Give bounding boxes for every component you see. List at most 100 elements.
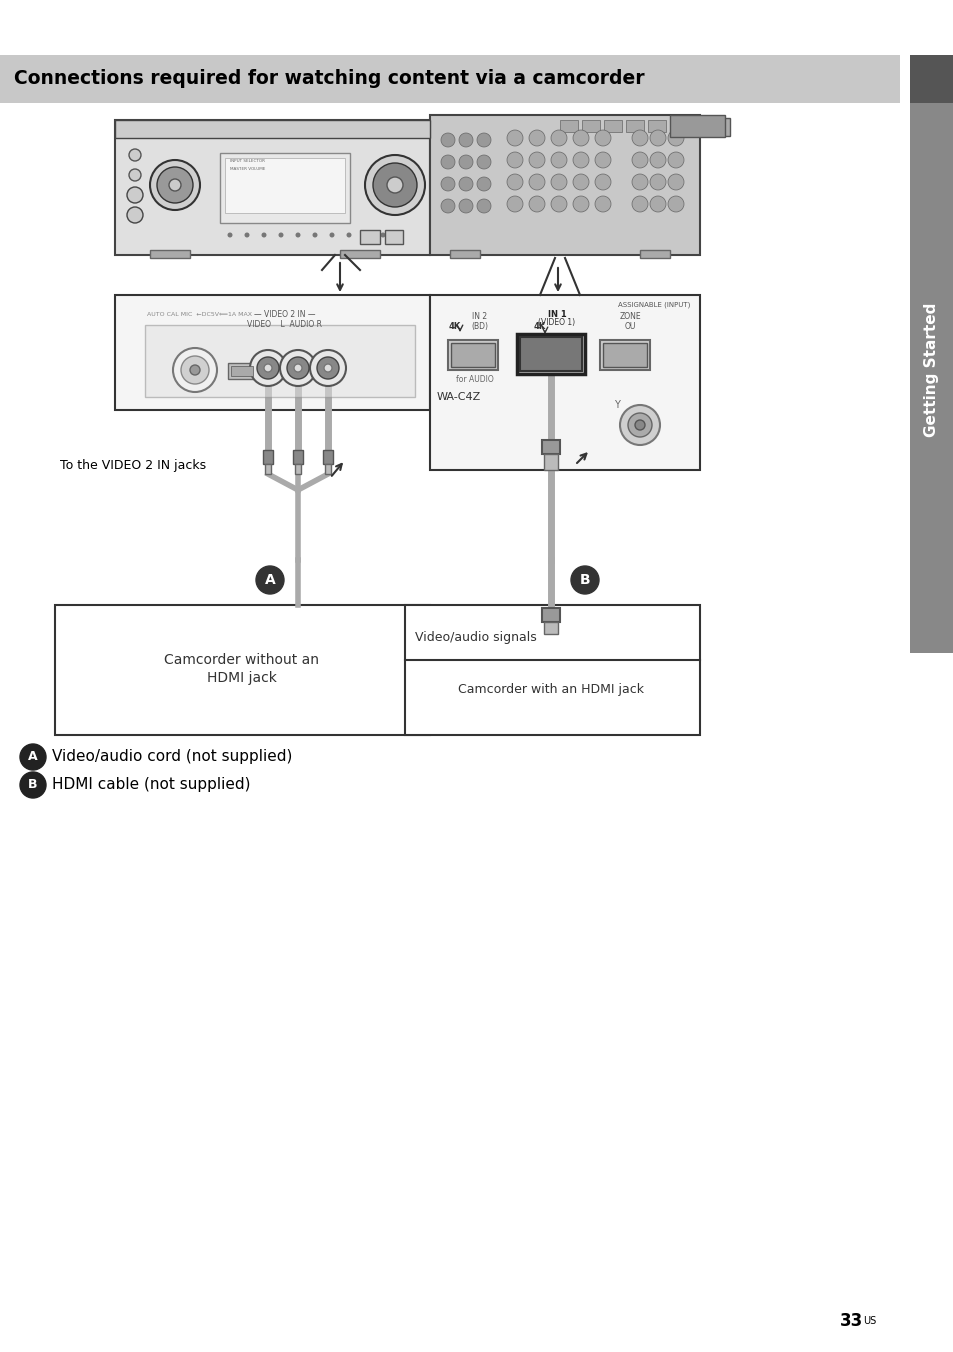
Bar: [559, 120, 578, 132]
Bar: [543, 622, 558, 634]
Bar: [115, 295, 430, 410]
Text: Camcorder without an: Camcorder without an: [164, 653, 319, 667]
Text: MASTER VOLUME: MASTER VOLUME: [230, 168, 265, 170]
Circle shape: [365, 155, 424, 215]
Bar: [385, 230, 402, 243]
Circle shape: [551, 130, 566, 146]
Circle shape: [529, 151, 544, 168]
Bar: [220, 153, 350, 223]
Circle shape: [373, 164, 416, 207]
Circle shape: [20, 744, 46, 771]
Bar: [541, 608, 559, 622]
Circle shape: [458, 177, 473, 191]
Bar: [293, 450, 303, 464]
Bar: [451, 343, 495, 366]
Circle shape: [440, 177, 455, 191]
Circle shape: [255, 566, 284, 594]
Bar: [669, 115, 724, 137]
Circle shape: [181, 356, 209, 384]
Text: 4K: 4K: [534, 322, 545, 331]
Circle shape: [635, 420, 644, 430]
Circle shape: [619, 406, 659, 445]
Circle shape: [551, 174, 566, 191]
Bar: [0, 55, 899, 103]
Text: 4K: 4K: [449, 322, 460, 331]
Text: WA-C4Z: WA-C4Z: [436, 392, 480, 402]
Circle shape: [294, 364, 302, 372]
Circle shape: [387, 177, 402, 193]
Bar: [115, 120, 430, 138]
Text: INPUT SELECTOR: INPUT SELECTOR: [230, 160, 265, 164]
Circle shape: [440, 199, 455, 214]
Bar: [543, 454, 558, 470]
Circle shape: [278, 233, 283, 238]
Circle shape: [227, 233, 233, 238]
Circle shape: [172, 347, 216, 392]
Circle shape: [595, 196, 610, 212]
Bar: [115, 120, 430, 256]
Bar: [517, 334, 584, 375]
Circle shape: [551, 151, 566, 168]
Text: Y: Y: [614, 400, 619, 410]
Text: To the VIDEO 2 IN jacks: To the VIDEO 2 IN jacks: [60, 458, 206, 472]
Text: — VIDEO 2 IN —: — VIDEO 2 IN —: [254, 310, 315, 319]
Circle shape: [316, 357, 338, 379]
Circle shape: [287, 357, 309, 379]
Circle shape: [476, 155, 491, 169]
Text: ASSIGNABLE (INPUT): ASSIGNABLE (INPUT): [617, 301, 689, 308]
Text: VIDEO    L  AUDIO R: VIDEO L AUDIO R: [247, 320, 322, 329]
Text: HDMI jack: HDMI jack: [207, 671, 276, 685]
Bar: [581, 120, 599, 132]
Bar: [669, 120, 687, 132]
Circle shape: [649, 130, 665, 146]
Bar: [430, 295, 700, 470]
Circle shape: [363, 233, 368, 238]
Text: B: B: [29, 779, 38, 791]
Bar: [625, 120, 643, 132]
Circle shape: [190, 365, 200, 375]
Bar: [145, 324, 415, 397]
Text: A: A: [264, 573, 275, 587]
Circle shape: [476, 177, 491, 191]
Circle shape: [380, 233, 385, 238]
Bar: [323, 450, 333, 464]
Circle shape: [573, 130, 588, 146]
Circle shape: [506, 174, 522, 191]
Circle shape: [631, 151, 647, 168]
Circle shape: [295, 233, 300, 238]
Text: US: US: [862, 1315, 876, 1326]
Circle shape: [667, 151, 683, 168]
Circle shape: [571, 566, 598, 594]
Bar: [263, 450, 273, 464]
Circle shape: [649, 174, 665, 191]
Bar: [359, 230, 379, 243]
Circle shape: [150, 160, 200, 210]
Circle shape: [346, 233, 351, 238]
Bar: [519, 337, 581, 370]
Circle shape: [264, 364, 272, 372]
Circle shape: [129, 169, 141, 181]
Text: 33: 33: [839, 1311, 862, 1330]
Circle shape: [506, 130, 522, 146]
Circle shape: [458, 199, 473, 214]
Circle shape: [529, 174, 544, 191]
Circle shape: [157, 168, 193, 203]
Text: B: B: [579, 573, 590, 587]
Bar: [339, 250, 379, 258]
Circle shape: [261, 233, 266, 238]
Text: IN 2
(BD): IN 2 (BD): [471, 312, 488, 331]
Circle shape: [529, 196, 544, 212]
Circle shape: [310, 350, 346, 387]
Bar: [225, 158, 345, 214]
Bar: [150, 250, 190, 258]
Bar: [599, 339, 649, 370]
Circle shape: [649, 196, 665, 212]
Bar: [602, 343, 646, 366]
Circle shape: [667, 174, 683, 191]
Circle shape: [667, 130, 683, 146]
Text: HDMI cable (not supplied): HDMI cable (not supplied): [52, 777, 251, 792]
Circle shape: [127, 207, 143, 223]
Bar: [231, 366, 253, 376]
Bar: [647, 120, 665, 132]
Circle shape: [573, 174, 588, 191]
